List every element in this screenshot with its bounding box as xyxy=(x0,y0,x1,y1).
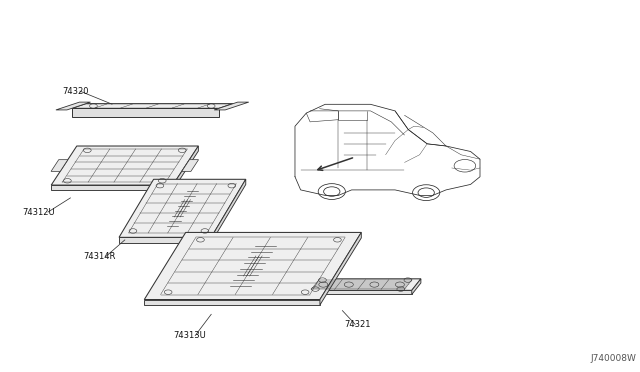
Polygon shape xyxy=(320,232,362,305)
Polygon shape xyxy=(182,160,198,171)
Polygon shape xyxy=(302,279,421,290)
Polygon shape xyxy=(144,299,320,305)
Polygon shape xyxy=(51,146,198,185)
Text: 74312U: 74312U xyxy=(22,208,55,217)
Polygon shape xyxy=(214,102,249,110)
Polygon shape xyxy=(302,290,412,295)
Text: 74320: 74320 xyxy=(63,87,89,96)
Polygon shape xyxy=(56,102,90,110)
Text: J740008W: J740008W xyxy=(591,354,637,363)
Polygon shape xyxy=(119,179,246,237)
Polygon shape xyxy=(72,104,233,108)
Text: 74313U: 74313U xyxy=(173,331,205,340)
Polygon shape xyxy=(51,160,68,171)
Polygon shape xyxy=(173,146,198,190)
Polygon shape xyxy=(119,237,211,243)
Polygon shape xyxy=(144,232,362,299)
Polygon shape xyxy=(51,185,173,190)
Polygon shape xyxy=(412,279,421,295)
Text: 74321: 74321 xyxy=(344,320,371,329)
Polygon shape xyxy=(211,179,246,243)
Polygon shape xyxy=(72,108,219,116)
Text: 74314R: 74314R xyxy=(83,252,116,261)
